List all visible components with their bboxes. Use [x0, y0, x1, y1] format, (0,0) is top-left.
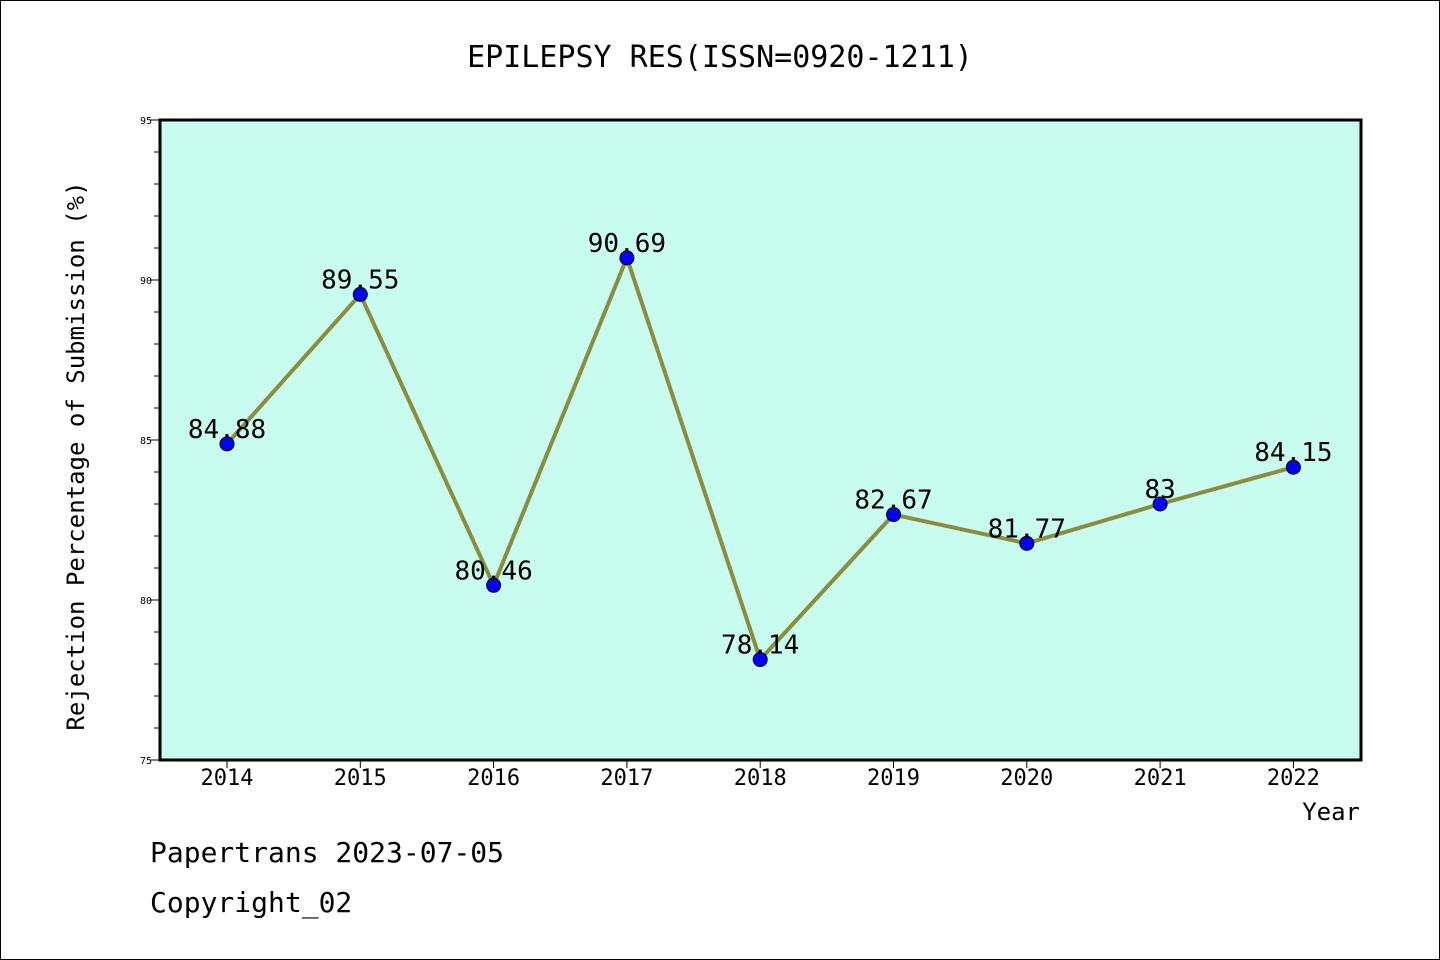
y-tick-label: 80	[140, 596, 152, 607]
y-tick-label: 85	[140, 436, 152, 447]
data-label: 81.77	[988, 514, 1066, 544]
data-point-marker	[886, 507, 901, 523]
data-label: 83	[1144, 475, 1175, 505]
data-point-marker	[619, 250, 635, 266]
data-point-marker	[1285, 459, 1301, 475]
data-label: 78.14	[721, 631, 799, 661]
data-label: 82.67	[854, 486, 932, 516]
x-axis-label: Year	[1302, 798, 1360, 826]
footer-date-text: Papertrans 2023-07-05	[150, 836, 505, 869]
plot-border	[158, 118, 1363, 762]
data-label: 84.15	[1254, 438, 1332, 468]
x-tick-label: 2016	[467, 766, 520, 791]
data-label: 90.69	[588, 229, 666, 259]
data-label: 80.46	[454, 556, 532, 586]
data-point-marker	[1152, 496, 1168, 512]
x-tick-label: 2014	[201, 766, 254, 791]
data-point-marker	[486, 577, 502, 593]
footer-copyright-text: Copyright_02	[150, 886, 353, 919]
y-axis-label: Rejection Percentage of Submission (%)	[62, 181, 90, 730]
x-axis-ticks: 2014 2015 2016 2017 2018 2019 2020 2021 2022	[201, 760, 1320, 791]
y-tick-label: 90	[140, 276, 152, 287]
data-point-marker	[352, 286, 368, 302]
x-tick-label: 2015	[334, 766, 387, 791]
x-tick-label: 2021	[1134, 766, 1187, 791]
x-tick-label: 2017	[600, 766, 653, 791]
data-label: 84.88	[188, 415, 266, 445]
data-point-marker	[1019, 535, 1035, 551]
x-tick-label: 2018	[734, 766, 787, 791]
data-point-marker	[752, 652, 768, 668]
y-tick-label: 75	[140, 756, 152, 767]
x-tick-label: 2019	[867, 766, 920, 791]
data-label: 89.55	[321, 265, 399, 295]
data-labels: 84.88 89.55 80.46 90.69 78.14 82.67 81.77 83 84.…	[188, 229, 1333, 661]
x-tick-label: 2020	[1000, 766, 1053, 791]
y-axis-ticks: 75 80 85 90 95	[140, 116, 160, 767]
chart-title: EPILEPSY RES(ISSN=0920-1211)	[467, 40, 973, 75]
data-point-marker	[219, 436, 235, 452]
series-markers	[219, 250, 1301, 668]
x-tick-label: 2022	[1267, 766, 1320, 791]
y-tick-label: 95	[140, 116, 152, 127]
